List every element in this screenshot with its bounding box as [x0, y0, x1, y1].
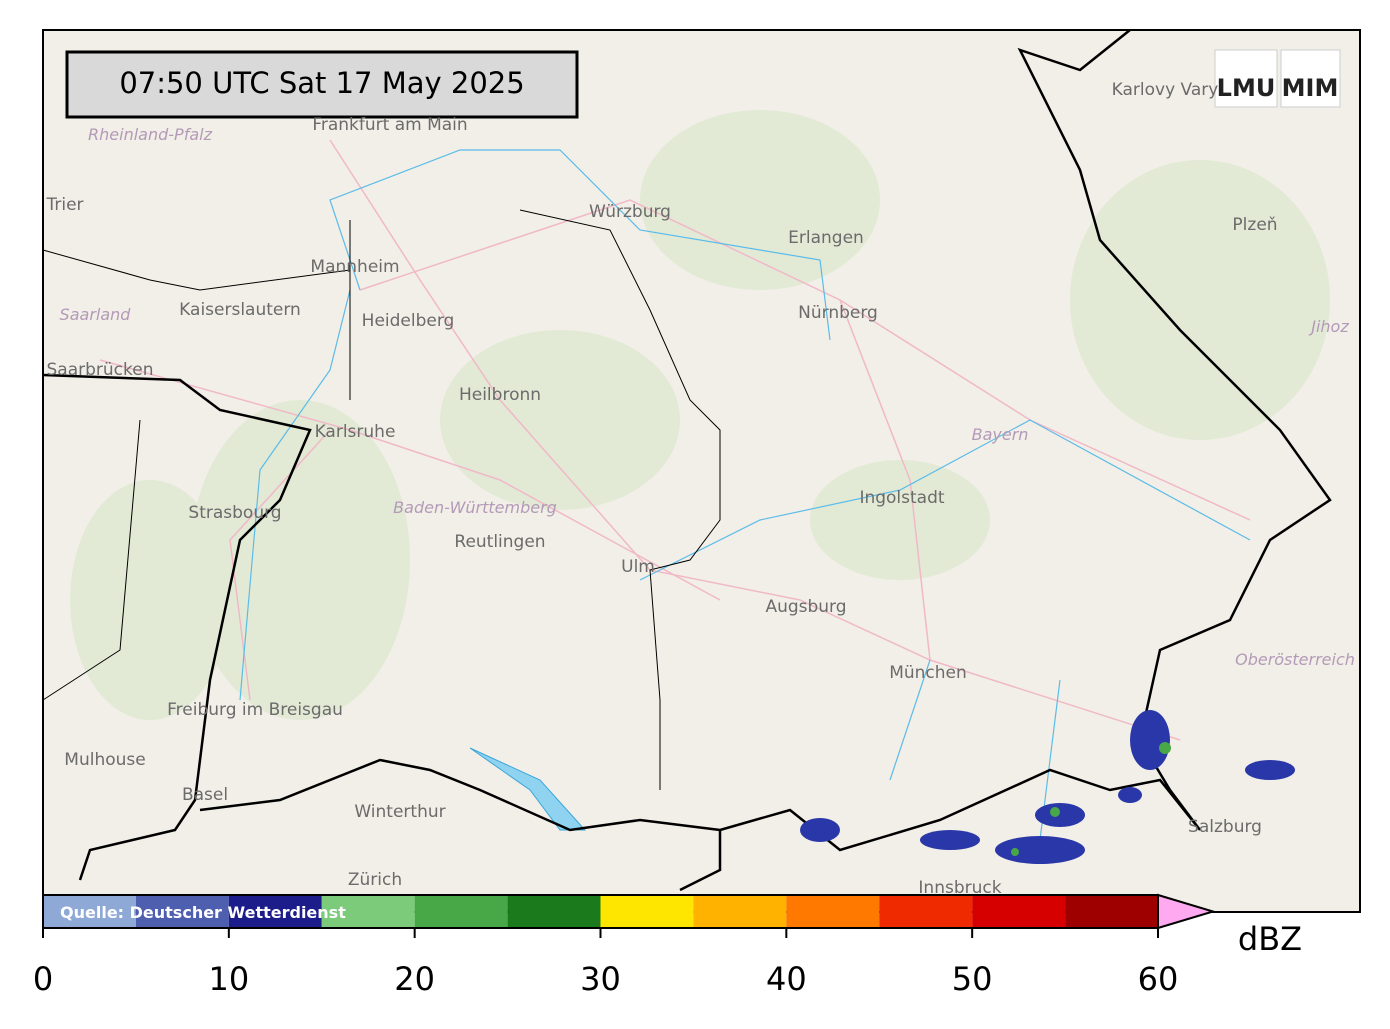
colorbar-segment: [879, 895, 973, 928]
colorbar-tick-label: 10: [208, 960, 249, 998]
timestamp: 07:50 UTC Sat 17 May 2025: [119, 66, 524, 100]
place-label: Nürnberg: [798, 303, 878, 323]
place-label: Ulm: [621, 557, 655, 577]
colorbar-segment: [1065, 895, 1158, 928]
place-label: Frankfurt am Main: [312, 115, 467, 135]
radar-echoes-strong: [1011, 742, 1171, 856]
place-label: Saarbrücken: [47, 360, 154, 380]
place-label: Karlovy Vary: [1112, 80, 1219, 100]
place-label: Trier: [45, 195, 83, 215]
place-label: Reutlingen: [454, 532, 545, 552]
colorbar-tick-label: 30: [580, 960, 621, 998]
colorbar-tick-label: 0: [33, 960, 53, 998]
colorbar-segment: [507, 895, 601, 928]
place-label: Salzburg: [1188, 817, 1262, 837]
colorbar-segment: [786, 895, 880, 928]
place-label: München: [889, 663, 967, 683]
place-label: Zürich: [348, 870, 402, 890]
logo-box: [1214, 49, 1278, 108]
borders: [42, 29, 1332, 892]
place-label: Mannheim: [310, 257, 399, 277]
colorbar-segment: [414, 895, 508, 928]
logo: LMU: [1217, 74, 1276, 102]
place-label: Basel: [182, 785, 228, 805]
region-label: Baden-Württemberg: [393, 498, 557, 517]
place-label: Würzburg: [589, 202, 671, 222]
colorbar-unit: dBZ: [1238, 920, 1302, 958]
region-label: Rheinland-Pfalz: [88, 125, 213, 144]
timestamp-box: [65, 50, 579, 119]
place-label: Plzeň: [1232, 215, 1277, 235]
place-label: Augsburg: [765, 597, 846, 617]
colorbar-tick-label: 20: [394, 960, 435, 998]
place-label: Heilbronn: [459, 385, 541, 405]
place-label: Karlsruhe: [315, 422, 396, 442]
logo: MIM: [1282, 74, 1339, 102]
region-label: Oberösterreich: [1235, 650, 1355, 669]
logo-box: [1280, 49, 1341, 108]
radar-echoes: [800, 710, 1295, 864]
place-label: Mulhouse: [64, 750, 145, 770]
colorbar-segment: [693, 895, 787, 928]
colorbar-tick-label: 40: [766, 960, 807, 998]
place-label: Innsbruck: [918, 878, 1001, 898]
colorbar-tick-label: 50: [952, 960, 993, 998]
region-label: Saarland: [60, 305, 132, 324]
colorbar-segment: [228, 895, 322, 928]
place-label: Winterthur: [354, 802, 445, 822]
region-label: Jihoz: [1308, 317, 1349, 336]
colorbar-tick-label: 60: [1138, 960, 1179, 998]
place-label: Freiburg im Breisgau: [167, 700, 343, 720]
colorbar-segment: [972, 895, 1066, 928]
source-credit: Quelle: Deutscher Wetterdienst: [60, 903, 346, 922]
colorbar-segment: [43, 895, 136, 928]
place-label: Kaiserslautern: [179, 300, 301, 320]
place-label: Ingolstadt: [859, 488, 944, 508]
place-label: Strasbourg: [188, 503, 281, 523]
colorbar-segment: [135, 895, 229, 928]
colorbar-segment: [600, 895, 694, 928]
region-label: Bayern: [972, 425, 1029, 444]
place-label: Erlangen: [788, 228, 864, 248]
colorbar-segment: [321, 895, 415, 928]
place-label: Heidelberg: [362, 311, 455, 331]
